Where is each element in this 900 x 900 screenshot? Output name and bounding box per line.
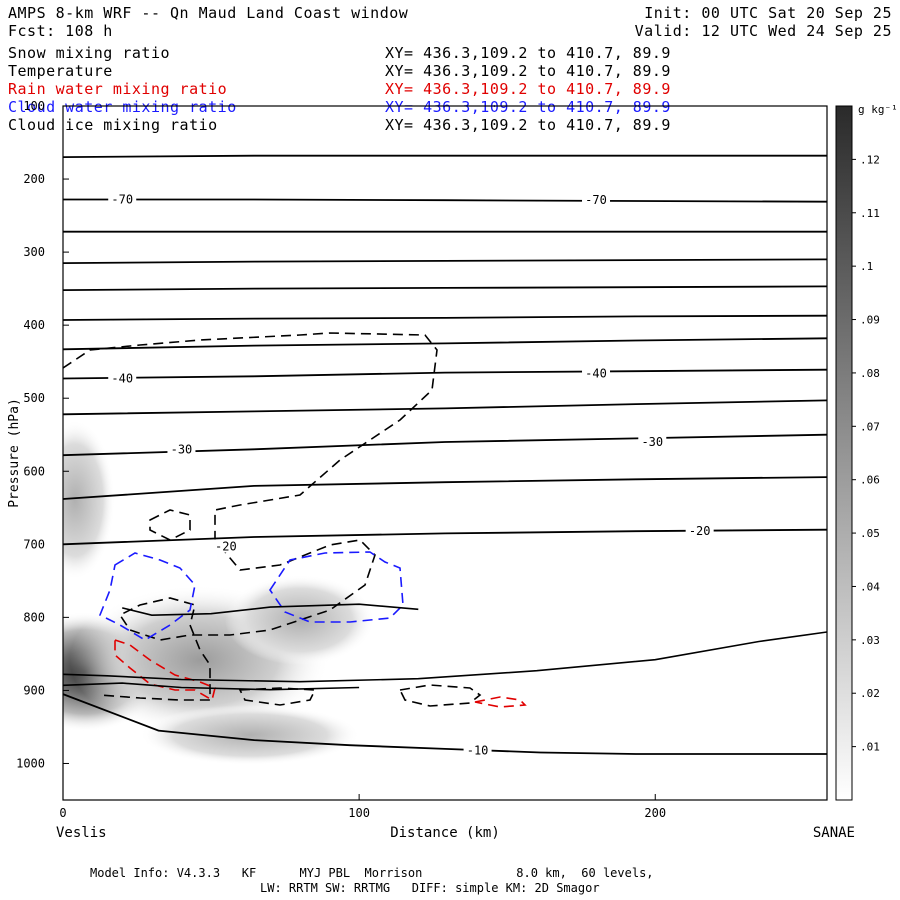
y-tick-label: 500: [23, 391, 45, 405]
isotherm-label: -20: [215, 540, 237, 554]
x-tick-label: 100: [348, 806, 370, 820]
colorbar-tick-label: .12: [860, 153, 880, 166]
colorbar-tick-label: .08: [860, 367, 880, 380]
colorbar-ticks: .01 .02 .03 .04 .05 .06 .07 .08 .09 .1 .11 .12: [852, 153, 880, 754]
x-tick-label: 0: [59, 806, 66, 820]
isotherm-line: [63, 258, 827, 264]
isotherm-line: [63, 314, 827, 321]
legend-field-coords: XY= 436.3,109.2 to 410.7, 89.9: [385, 80, 671, 98]
temperature-isotherms: [63, 154, 827, 755]
isotherm-line: [63, 693, 827, 755]
colorbar-unit: g kg⁻¹: [858, 103, 898, 116]
isotherm-line: [63, 154, 827, 158]
forecast-hour: Fcst: 108 h: [8, 22, 113, 40]
isotherm-label: -10: [467, 743, 489, 757]
y-tick-label: 1000: [16, 756, 45, 770]
isotherm-label: -40: [111, 371, 133, 385]
isotherm-line: [63, 337, 827, 351]
boundary-isotherm: [63, 631, 827, 683]
legend-field-coords: XY= 436.3,109.2 to 410.7, 89.9: [385, 98, 671, 116]
colorbar-tick-label: .06: [860, 474, 880, 487]
y-tick-label: 300: [23, 245, 45, 259]
y-tick-label: 400: [23, 318, 45, 332]
isotherm-line: [63, 399, 827, 416]
y-tick-label: 100: [23, 99, 45, 113]
x-left-endpoint: Veslis: [56, 825, 107, 841]
isotherm-label-bg: [685, 524, 714, 538]
boundary-isotherm: [122, 603, 419, 617]
colorbar-tick-label: .05: [860, 527, 880, 540]
isotherm-label-bg: [108, 192, 137, 206]
colorbar: [835, 105, 853, 801]
x-right-endpoint: SANAE: [813, 825, 855, 841]
isotherm-line: [63, 198, 827, 203]
colorbar-tick-label: .03: [860, 634, 880, 647]
legend-field-coords: XY= 436.3,109.2 to 410.7, 89.9: [385, 116, 671, 134]
colorbar-tick-label: .09: [860, 314, 880, 327]
colorbar-tick-label: .1: [860, 260, 873, 273]
legend-field-name: Cloud ice mixing ratio: [8, 116, 218, 134]
isotherm-label: -20: [689, 524, 711, 538]
isotherm-label-bg: [167, 442, 196, 456]
colorbar-tick-label: .07: [860, 420, 880, 433]
isotherm-line: [63, 285, 827, 291]
model-physics: LW: RRTM SW: RRTMG DIFF: simple KM: 2D S…: [260, 881, 600, 895]
isotherm-label-bg: [582, 193, 611, 207]
colorbar-tick-label: .11: [860, 207, 880, 220]
isotherm-label: -70: [585, 193, 607, 207]
plot-frame: [62, 105, 828, 801]
x-tick-label: 200: [644, 806, 666, 820]
isotherm-label: -30: [171, 442, 193, 456]
isotherm-label: -70: [111, 193, 133, 207]
y-tick-label: 800: [23, 610, 45, 624]
legend-field-name: Cloud water mixing ratio: [8, 98, 237, 116]
init-time: Init: 00 UTC Sat 20 Sep 25: [644, 4, 892, 22]
x-axis: 0 100 200: [59, 794, 666, 820]
y-tick-label: 700: [23, 537, 45, 551]
legend-field-coords: XY= 436.3,109.2 to 410.7, 89.9: [385, 62, 671, 80]
chart-title: AMPS 8-km WRF -- Qn Maud Land Coast wind…: [8, 4, 409, 22]
colorbar-tick-label: .04: [860, 580, 880, 593]
isotherm-label: -40: [585, 366, 607, 380]
colorbar-tick-label: .01: [860, 741, 880, 754]
valid-time: Valid: 12 UTC Wed 24 Sep 25: [634, 22, 892, 40]
rain-water-contours: [114, 638, 527, 708]
y-axis-label: Pressure (hPa): [7, 398, 22, 508]
isotherm-label-bg: [108, 371, 137, 385]
cloud-ice-contours: [63, 332, 482, 707]
boundary-isotherm: [63, 682, 360, 691]
x-axis-label: Distance (km): [390, 825, 500, 841]
isotherm-label-bg: [582, 366, 611, 380]
isotherm-label-bg: [211, 539, 240, 553]
isotherm-line: [63, 476, 827, 500]
y-axis: 100 200 300 400 500 600 700 800 900 1000: [16, 99, 69, 770]
y-tick-label: 900: [23, 683, 45, 697]
isotherm-label: -30: [641, 435, 663, 449]
y-tick-label: 600: [23, 464, 45, 478]
legend-field-name: Snow mixing ratio: [8, 44, 171, 62]
isotherm-label-bg: [638, 435, 667, 449]
isotherm-line: [63, 368, 827, 380]
legend-field-coords: XY= 436.3,109.2 to 410.7, 89.9: [385, 44, 671, 62]
y-tick-label: 200: [23, 172, 45, 186]
cloud-water-contours: [98, 551, 404, 641]
isotherm-label-bg: [463, 743, 492, 757]
isotherm-labels: -70 -70 -40 -40 -30 -30 -20 -20 -10: [108, 192, 714, 757]
legend-field-name: Temperature: [8, 62, 113, 80]
snow-shading: [63, 420, 375, 765]
legend-field-name: Rain water mixing ratio: [8, 80, 228, 98]
model-info: Model Info: V4.3.3 KF MYJ PBL Morrison 8…: [90, 866, 654, 880]
colorbar-tick-label: .02: [860, 687, 880, 700]
